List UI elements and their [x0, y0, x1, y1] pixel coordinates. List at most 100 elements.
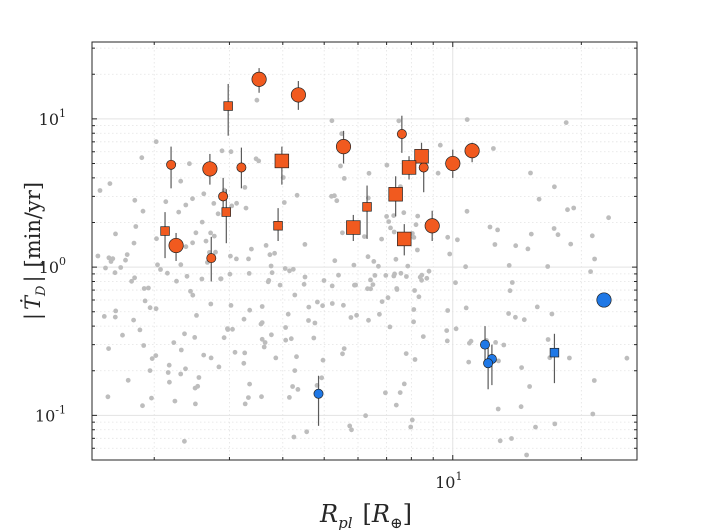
background-point [132, 197, 138, 203]
background-point [334, 198, 340, 204]
orange-square-small-marker [221, 207, 231, 217]
background-point [113, 231, 118, 237]
x-label-subscript: pl [338, 514, 353, 530]
background-point [105, 394, 111, 400]
background-point [281, 200, 287, 205]
background-point [412, 357, 418, 362]
background-point [453, 280, 458, 286]
background-point [312, 320, 318, 326]
background-point [521, 317, 527, 323]
background-point [246, 256, 251, 262]
background-point [527, 384, 532, 389]
background-point [420, 334, 426, 339]
orange-square-small-marker [160, 226, 170, 236]
background-point [242, 401, 248, 407]
background-point [165, 270, 170, 276]
background-point [290, 266, 296, 272]
background-point [362, 234, 367, 240]
background-point [288, 336, 294, 342]
background-point [416, 294, 422, 300]
background-point [447, 251, 453, 257]
background-point [366, 170, 372, 176]
orange-circle-large-marker [424, 218, 440, 234]
background-point [106, 255, 112, 261]
background-point [464, 208, 470, 214]
background-point [455, 237, 460, 243]
background-point [147, 305, 153, 311]
background-point [228, 149, 234, 155]
background-point [208, 301, 214, 307]
background-point [371, 259, 377, 264]
background-point [495, 227, 500, 233]
background-point [370, 282, 376, 287]
background-point [415, 247, 420, 253]
background-point [445, 234, 451, 240]
orange-circle-small-marker [396, 129, 407, 139]
background-point [589, 233, 595, 239]
background-point [155, 262, 160, 268]
background-point [524, 452, 529, 458]
background-point [347, 423, 353, 429]
orange-square-small-marker [362, 202, 372, 212]
background-point [417, 274, 423, 280]
background-point [211, 201, 217, 206]
background-point [491, 146, 496, 151]
orange-circle-large-marker [290, 87, 306, 103]
background-point [178, 178, 184, 184]
background-point [409, 417, 415, 423]
y-label-symbol: Ṫ [21, 294, 45, 310]
background-point [509, 280, 515, 285]
background-point [125, 377, 131, 383]
background-point [192, 335, 198, 340]
background-point [391, 229, 397, 235]
background-point [306, 304, 312, 310]
background-point [106, 346, 111, 351]
orange-circle-large-marker [251, 71, 267, 87]
background-point [536, 196, 542, 202]
plot-background [92, 42, 637, 460]
background-point [387, 324, 393, 330]
background-point [254, 97, 260, 103]
blue-circle-small-marker [480, 339, 490, 350]
background-point [112, 314, 118, 320]
background-point [140, 208, 146, 214]
background-point [199, 276, 205, 282]
background-point [292, 368, 298, 373]
background-point [234, 256, 239, 262]
background-point [311, 335, 317, 341]
background-point [259, 320, 265, 325]
orange-circle-small-marker [206, 253, 217, 264]
background-point [341, 176, 347, 181]
background-point [201, 352, 207, 358]
background-point [341, 302, 346, 308]
background-point [142, 298, 148, 304]
background-point [292, 292, 298, 298]
orange-circle-large-marker [202, 161, 218, 177]
y-label-bar-left: | [21, 313, 46, 320]
background-point [533, 424, 538, 430]
background-point [285, 311, 291, 317]
background-point [287, 268, 292, 274]
background-point [513, 243, 519, 249]
background-point [348, 315, 354, 320]
background-point [215, 211, 221, 217]
background-point [315, 299, 320, 305]
background-point [411, 235, 417, 240]
background-point [405, 263, 411, 269]
background-point [149, 356, 155, 361]
orange-circle-large-marker [168, 237, 184, 254]
background-point [101, 314, 107, 319]
background-point [183, 366, 188, 372]
background-point [269, 332, 274, 338]
background-point [545, 337, 551, 342]
background-point [404, 274, 409, 279]
background-point [365, 286, 370, 292]
background-point [190, 292, 196, 298]
orange-square-large-marker [414, 149, 429, 164]
plot-frame [91, 41, 638, 461]
background-point [124, 252, 130, 257]
background-point [208, 355, 214, 361]
background-point [178, 371, 184, 377]
background-point [188, 288, 193, 294]
